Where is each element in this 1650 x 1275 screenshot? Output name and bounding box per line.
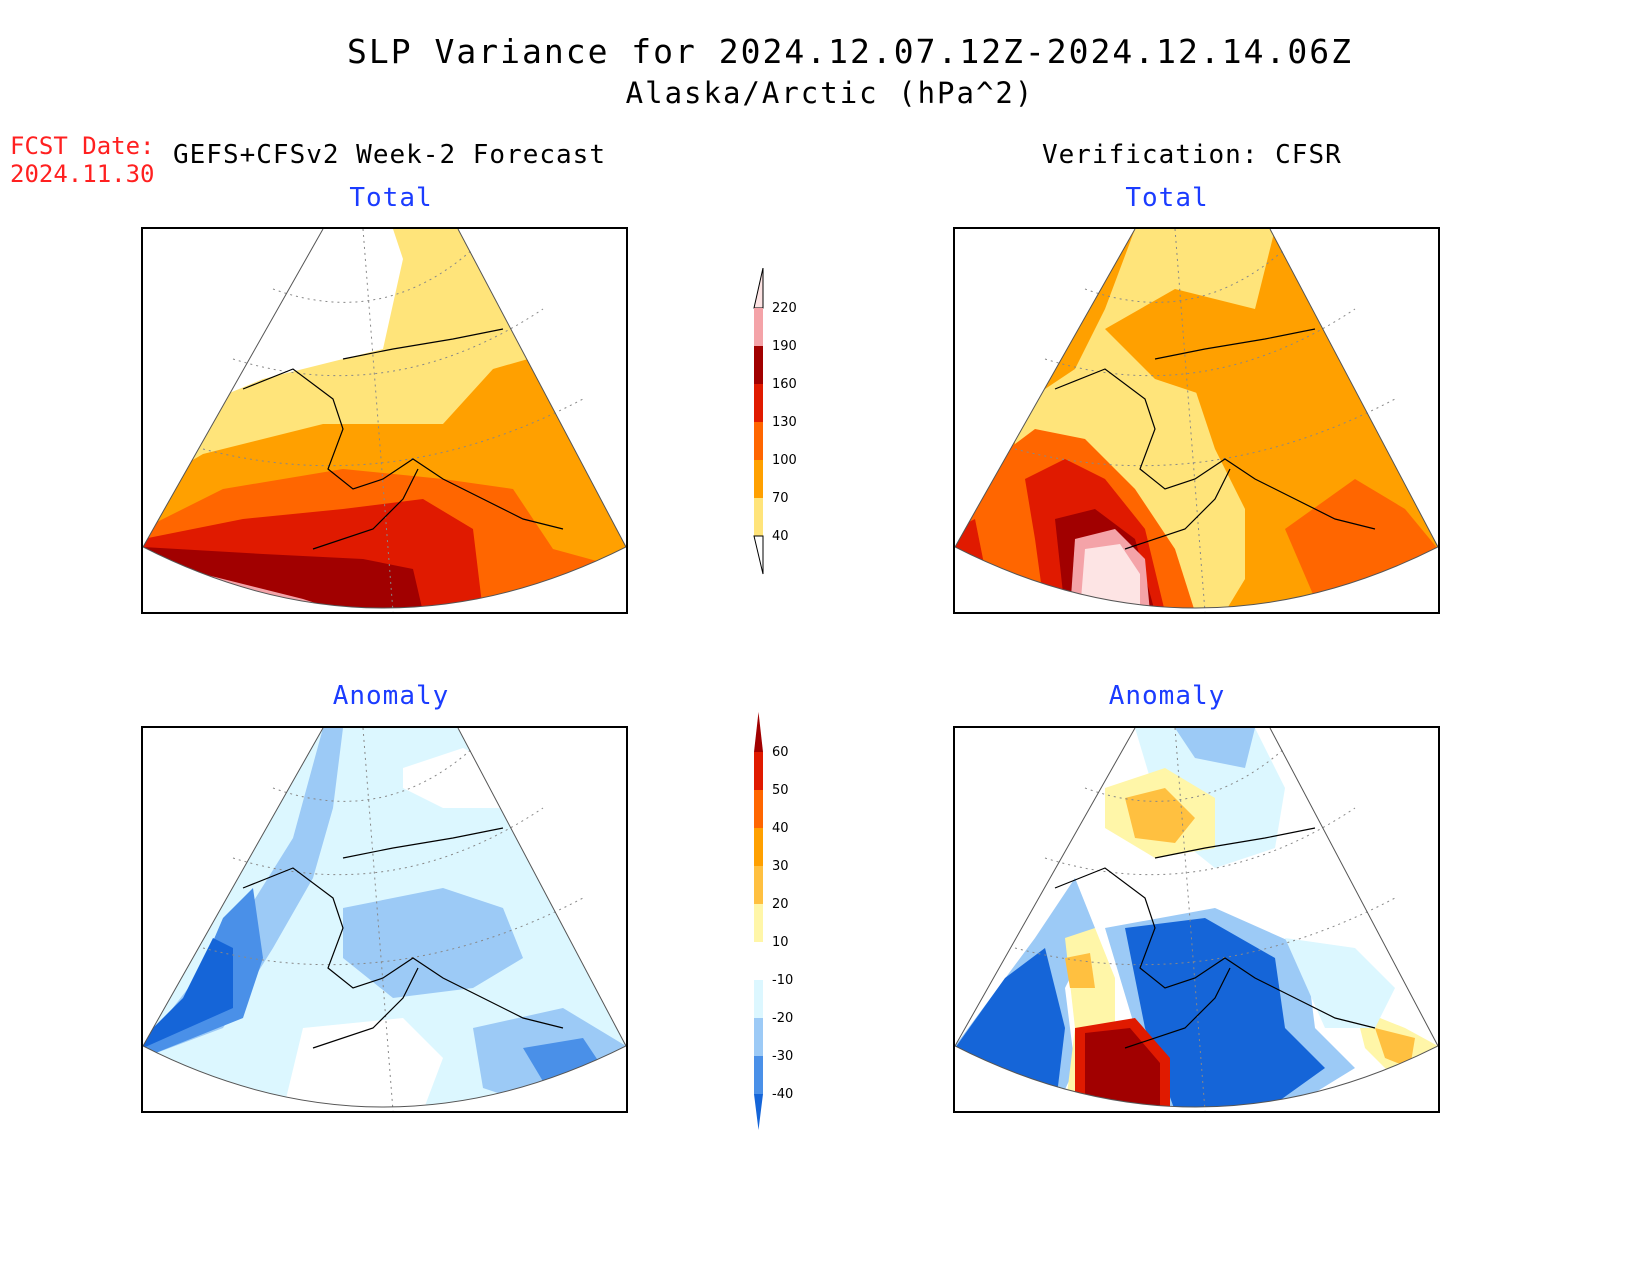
colorbar-total-label: 40 <box>772 529 789 544</box>
colorbar-total: 220 190 160 130 100 70 40 <box>750 268 830 578</box>
colorbar-anomaly-label: 10 <box>772 935 789 950</box>
fcst-date-value: 2024.11.30 <box>10 160 155 188</box>
forecast-header: GEFS+CFSv2 Week-2 Forecast <box>173 140 606 170</box>
verification-total-map <box>953 227 1440 614</box>
verification-header: Verification: CFSR <box>1042 140 1342 170</box>
forecast-total-map <box>141 227 628 614</box>
forecast-anomaly-title: Anomaly <box>332 681 450 711</box>
colorbar-anomaly-label: 60 <box>772 745 789 760</box>
colorbar-anomaly-label: -10 <box>772 973 794 988</box>
colorbar-anomaly-label: -30 <box>772 1049 794 1064</box>
colorbar-anomaly-label: 50 <box>772 783 789 798</box>
verification-anomaly-map <box>953 726 1440 1113</box>
colorbar-anomaly-label: 20 <box>772 897 789 912</box>
fcst-date-label: FCST Date: <box>10 132 155 160</box>
colorbar-total-label: 220 <box>772 301 797 316</box>
verification-total-title: Total <box>1125 183 1209 213</box>
colorbar-anomaly: 60 50 40 30 20 10 -10 -20 -30 -40 <box>750 712 830 1132</box>
colorbar-total-label: 160 <box>772 377 797 392</box>
colorbar-total-label: 130 <box>772 415 797 430</box>
colorbar-total-label: 190 <box>772 339 797 354</box>
forecast-total-title: Total <box>349 183 433 213</box>
colorbar-anomaly-label: -40 <box>772 1087 794 1102</box>
forecast-anomaly-map <box>141 726 628 1113</box>
colorbar-total-label: 100 <box>772 453 797 468</box>
colorbar-anomaly-label: 40 <box>772 821 789 836</box>
verification-anomaly-title: Anomaly <box>1108 681 1226 711</box>
colorbar-total-label: 70 <box>772 491 789 506</box>
colorbar-anomaly-label: -20 <box>772 1011 794 1026</box>
colorbar-anomaly-label: 30 <box>772 859 789 874</box>
main-subtitle: Alaska/Arctic (hPa^2) <box>625 76 1035 110</box>
main-title: SLP Variance for 2024.12.07.12Z-2024.12.… <box>347 32 1353 71</box>
